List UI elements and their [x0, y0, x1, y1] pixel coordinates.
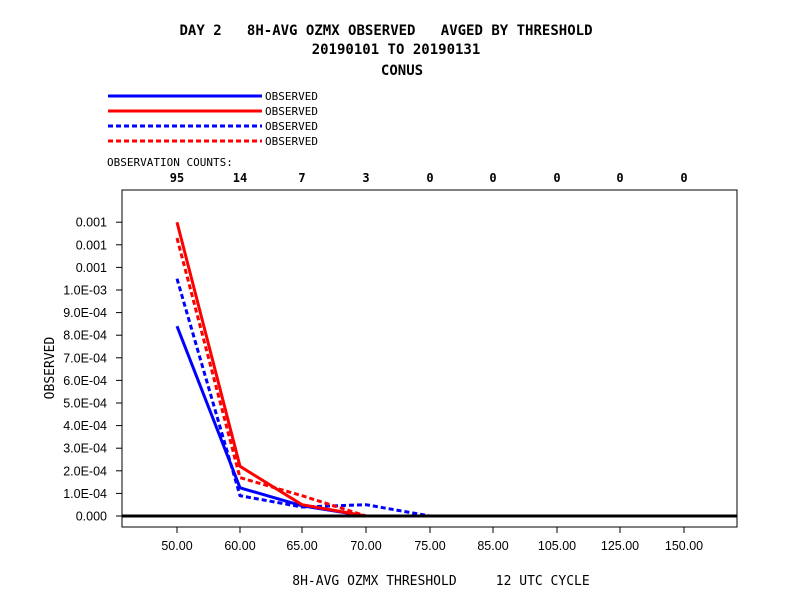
y-tick-label: 0.001: [76, 216, 107, 230]
legend: OBSERVED OBSERVED OBSERVED OBSERVED: [108, 90, 318, 148]
observation-count: 7: [298, 171, 305, 185]
x-tick-label: 65.00: [286, 539, 317, 553]
y-tick-label: 0.001: [76, 238, 107, 252]
series-line: [175, 278, 431, 518]
x-tick-label: 70.00: [350, 539, 381, 553]
observation-counts-label: OBSERVATION COUNTS:: [107, 156, 233, 169]
observation-count: 0: [616, 171, 623, 185]
legend-label: OBSERVED: [265, 105, 318, 118]
observation-count: 0: [680, 171, 687, 185]
chart-date-range: 20190101 TO 20190131: [312, 42, 481, 58]
y-tick-label: 2.0E-04: [63, 464, 107, 478]
x-tick-label: 75.00: [414, 539, 445, 553]
y-tick-label: 8.0E-04: [63, 329, 107, 343]
x-tick-label: 150.00: [665, 539, 703, 553]
y-tick-label: 0.000: [76, 510, 107, 524]
y-tick-label: 4.0E-04: [63, 419, 107, 433]
plot-frame: [121, 189, 738, 528]
observation-count: 0: [553, 171, 560, 185]
y-tick-label: 5.0E-04: [63, 397, 107, 411]
x-axis-ticks: 50.00 60.00 65.00 70.00 75.00 85.00 105.00 125.…: [161, 527, 703, 553]
legend-label: OBSERVED: [265, 135, 318, 148]
x-tick-label: 85.00: [477, 539, 508, 553]
x-tick-label: 50.00: [161, 539, 192, 553]
observation-count: 0: [426, 171, 433, 185]
x-tick-label: 125.00: [601, 539, 639, 553]
series-line: [175, 237, 430, 518]
y-tick-label: 6.0E-04: [63, 374, 107, 388]
observation-count: 14: [233, 171, 247, 185]
y-tick-label: 7.0E-04: [63, 351, 107, 365]
y-tick-label: 3.0E-04: [63, 442, 107, 456]
series-line: [175, 221, 430, 518]
x-tick-label: 60.00: [224, 539, 255, 553]
chart-title: DAY 2 8H-AVG OZMX OBSERVED AVGED BY THRE…: [179, 23, 592, 39]
observation-count: 0: [489, 171, 496, 185]
x-tick-label: 105.00: [538, 539, 576, 553]
x-axis-label: 8H-AVG OZMX THRESHOLD 12 UTC CYCLE: [292, 574, 589, 589]
legend-label: OBSERVED: [265, 90, 318, 103]
y-tick-label: 0.001: [76, 261, 107, 275]
observation-count: 3: [362, 171, 369, 185]
y-tick-label: 1.0E-04: [63, 487, 107, 501]
y-tick-label: 9.0E-04: [63, 306, 107, 320]
series-lines: [175, 221, 431, 518]
y-axis-label: OBSERVED: [43, 337, 58, 400]
series-line: [175, 325, 430, 518]
observation-count: 95: [170, 171, 184, 185]
y-tick-label: 1.0E-03: [63, 284, 107, 298]
chart-region: CONUS: [381, 63, 423, 79]
observation-counts: 95 14 7 3 0 0 0 0 0: [170, 171, 688, 185]
legend-label: OBSERVED: [265, 120, 318, 133]
y-axis-ticks: 0.000 1.0E-04 2.0E-04 3.0E-04 4.0E-04 5.0E-04…: [63, 216, 122, 524]
